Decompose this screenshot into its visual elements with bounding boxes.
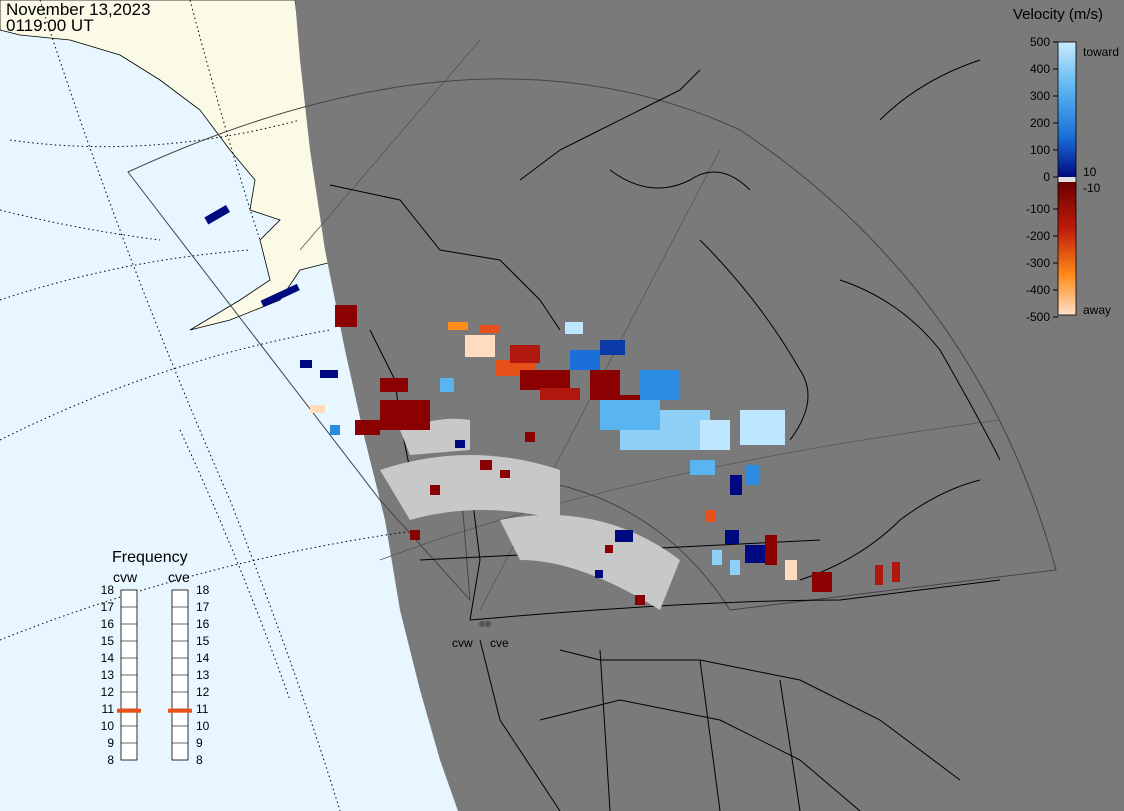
frequency-title: Frequency xyxy=(112,549,188,566)
radar-site-markers xyxy=(479,621,491,627)
colorbar-tick-label: -300 xyxy=(1025,256,1050,270)
frequency-tick-label-right: 9 xyxy=(196,736,203,750)
frequency-tick-label-right: 8 xyxy=(196,753,203,767)
frequency-tick-label-left: 13 xyxy=(100,668,114,682)
frequency-tick-label-right: 15 xyxy=(196,634,210,648)
frequency-tick-label-right: 18 xyxy=(196,583,210,597)
frequency-tick-label-left: 11 xyxy=(101,702,114,716)
radar-field-of-view xyxy=(127,78,1057,611)
frequency-tick-label-left: 12 xyxy=(100,685,114,699)
frequency-tick-label-right: 10 xyxy=(196,719,210,733)
frequency-tick-label-right: 14 xyxy=(196,651,210,665)
radar-label-cve: cve xyxy=(490,636,509,650)
frequency-marker-cve xyxy=(168,708,192,713)
velocity-colorbar xyxy=(1053,41,1077,318)
frequency-tick-label-left: 15 xyxy=(100,634,114,648)
frequency-tick-label-left: 9 xyxy=(107,736,114,750)
frequency-panel xyxy=(117,589,192,761)
frequency-tick-label-left: 14 xyxy=(100,651,114,665)
frequency-tick-label-left: 8 xyxy=(107,753,114,767)
velocity-scatter-cells xyxy=(204,205,900,605)
colorbar-tick-label: 500 xyxy=(1029,35,1050,49)
colorbar-away-label: away xyxy=(1083,303,1112,317)
frequency-label-cvw: cvw xyxy=(113,569,138,585)
observation-time: 0119:00 UT xyxy=(6,16,94,35)
lat-lon-grid xyxy=(0,0,421,811)
night-terminator-region xyxy=(295,0,1124,811)
frequency-tick-label-right: 17 xyxy=(196,600,210,614)
frequency-tick-label-left: 10 xyxy=(100,719,114,733)
colorbar-tick-label: -200 xyxy=(1025,229,1050,243)
colorbar-tick-label: 100 xyxy=(1029,143,1050,157)
observation-date: November 13,2023 xyxy=(6,0,151,19)
colorbar-tick-label: 200 xyxy=(1029,116,1050,130)
colorbar-negative-threshold: -10 xyxy=(1083,181,1101,195)
colorbar-positive-threshold: 10 xyxy=(1083,165,1097,179)
colorbar-tick-label: 400 xyxy=(1029,62,1050,76)
frequency-tick-label-left: 18 xyxy=(100,583,114,597)
colorbar-tick-label: -500 xyxy=(1025,310,1050,324)
frequency-tick-label-right: 12 xyxy=(196,685,210,699)
frequency-tick-label-right: 16 xyxy=(196,617,210,631)
frequency-tick-label-right: 11 xyxy=(196,702,209,716)
colorbar-tick-label: -100 xyxy=(1025,202,1050,216)
colorbar-tick-label: -400 xyxy=(1025,283,1050,297)
frequency-tick-label-left: 17 xyxy=(100,600,114,614)
frequency-tick-label-left: 16 xyxy=(100,617,114,631)
frequency-tick-label-right: 13 xyxy=(196,668,210,682)
colorbar-toward-label: toward xyxy=(1083,45,1120,59)
frequency-label-cve: cve xyxy=(168,569,190,585)
colorbar-tick-label: 300 xyxy=(1029,89,1050,103)
frequency-marker-cvw xyxy=(117,708,141,713)
colorbar-title: Velocity (m/s) xyxy=(1013,6,1104,23)
colorbar-tick-label: 0 xyxy=(1043,170,1050,184)
radar-label-cvw: cvw xyxy=(452,636,473,650)
